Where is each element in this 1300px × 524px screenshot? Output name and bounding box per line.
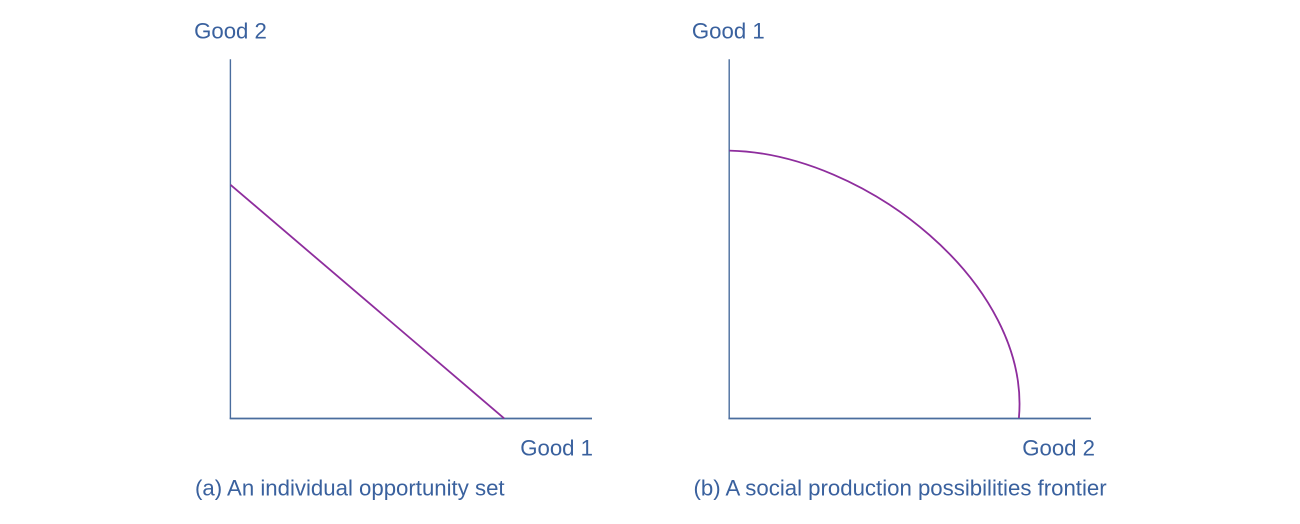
svg-text:(a) An individual opportunity: (a) An individual opportunity set (195, 476, 505, 501)
svg-text:Good 1: Good 1 (692, 18, 765, 43)
svg-text:(b) A social production possib: (b) A social production possibilities fr… (694, 476, 1108, 501)
svg-text:Good 2: Good 2 (1022, 436, 1095, 461)
svg-text:Good 1: Good 1 (520, 436, 593, 461)
svg-text:Good 2: Good 2 (194, 18, 267, 43)
